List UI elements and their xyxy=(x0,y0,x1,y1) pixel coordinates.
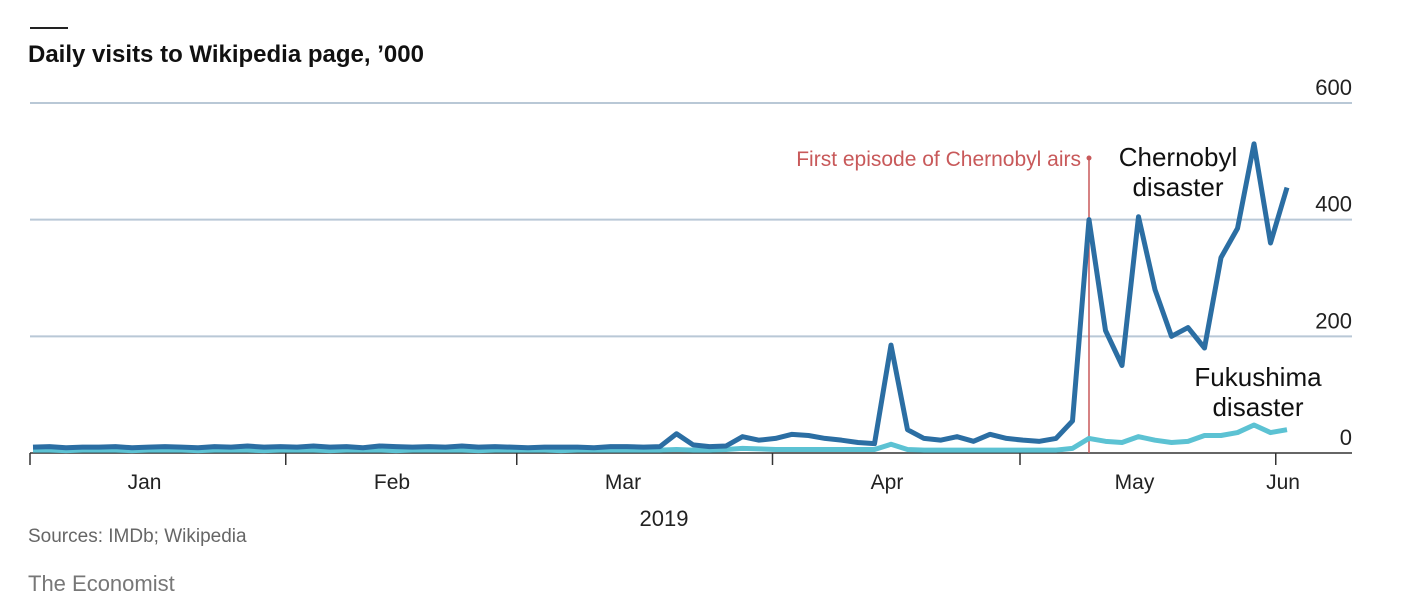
annotation-dot xyxy=(1086,155,1092,161)
series-label: Fukushima disaster xyxy=(1194,362,1322,422)
y-tick-label: 400 xyxy=(1315,192,1352,217)
brand: The Economist xyxy=(28,571,175,596)
x-tick-label: Jan xyxy=(128,471,162,494)
series-line xyxy=(32,141,1290,451)
x-tick-label: Apr xyxy=(871,471,904,494)
series-line xyxy=(33,422,1288,454)
y-tick-label: 0 xyxy=(1340,425,1352,450)
y-tick-label: 200 xyxy=(1315,308,1352,333)
annotation-text: First episode of Chernobyl airs xyxy=(796,148,1081,171)
x-tick-label: Jun xyxy=(1266,471,1300,494)
x-tick-label: May xyxy=(1115,471,1155,494)
source: Sources: IMDb; Wikipedia xyxy=(28,526,247,547)
y-tick-label: 600 xyxy=(1315,75,1352,100)
x-tick-label: Feb xyxy=(374,471,410,494)
series-label: Chernobyl disaster xyxy=(1118,142,1238,202)
x-tick-label: Mar xyxy=(605,471,641,494)
x-axis-label: 2019 xyxy=(640,506,689,531)
chart-title: Daily visits to Wikipedia page, ’000 xyxy=(28,41,424,68)
